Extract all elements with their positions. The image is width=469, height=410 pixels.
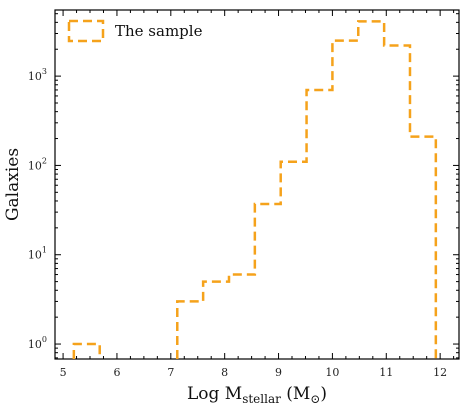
histogram-bin (384, 46, 410, 359)
x-tick-label: 6 (113, 366, 120, 379)
x-tick-label: 11 (379, 366, 393, 379)
y-tick-label: 102 (28, 156, 47, 172)
x-tick-label: 12 (433, 366, 447, 379)
histogram-step-outline (72, 20, 438, 359)
axis-ticks (55, 10, 459, 359)
legend: The sample (67, 19, 203, 43)
y-tick-label: 100 (28, 335, 47, 351)
x-tick-label: 10 (325, 366, 339, 379)
x-tick-labels: 5 6 7 8 9 10 11 12 (60, 366, 448, 379)
x-axis-label: Log Mstellar (M⊙) (187, 384, 327, 406)
x-tick-label: 9 (275, 366, 282, 379)
histogram-bin (410, 137, 436, 359)
x-axis-label-unit-sub: ⊙ (310, 392, 320, 406)
x-axis-label-sub: stellar (242, 392, 281, 406)
x-tick-label: 8 (221, 366, 228, 379)
histogram-bin (74, 344, 100, 359)
y-tick-label: 101 (28, 246, 47, 262)
y-tick-label: 103 (28, 67, 47, 83)
plot-area (54, 9, 460, 360)
histogram-bin (307, 90, 333, 359)
histogram-bin (177, 301, 203, 359)
histogram-series (72, 20, 438, 359)
histogram-bin (281, 162, 307, 359)
histogram-bin (255, 204, 281, 359)
legend-swatch (67, 19, 105, 43)
histogram-bin (229, 275, 255, 359)
plot-frame (54, 9, 460, 360)
histogram-bin (203, 282, 229, 359)
histogram-bin (332, 41, 358, 359)
x-axis-label-unit-close: ) (320, 384, 327, 404)
histogram-bin (358, 21, 384, 359)
x-axis-label-unit: (M (281, 384, 310, 404)
y-tick-labels: 100 101 102 103 (28, 67, 47, 351)
x-axis-label-main: Log M (187, 384, 242, 404)
legend-label: The sample (115, 22, 203, 40)
x-tick-label: 5 (60, 366, 67, 379)
y-axis-label: Galaxies (3, 148, 23, 221)
x-tick-label: 7 (167, 366, 174, 379)
